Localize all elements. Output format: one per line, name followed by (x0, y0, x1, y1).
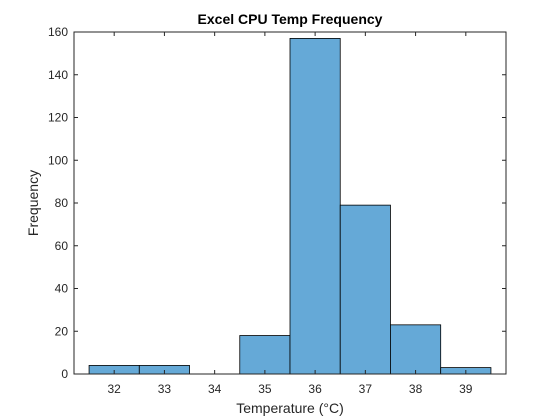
x-tick-label-3: 35 (258, 382, 272, 396)
y-tick-label-4: 80 (55, 196, 69, 210)
x-tick-label-2: 34 (208, 382, 222, 396)
histogram-bar-5 (339, 204, 391, 375)
y-tick-label-1: 20 (55, 324, 69, 338)
x-tick-label-4: 36 (308, 382, 322, 396)
chart-title: Excel CPU Temp Frequency (198, 11, 383, 27)
y-tick-label-7: 140 (48, 68, 68, 82)
y-tick-label-5: 100 (48, 153, 68, 167)
x-tick-label-5: 37 (359, 382, 373, 396)
histogram-bar-4 (289, 38, 341, 375)
y-tick-label-3: 60 (55, 239, 69, 253)
x-axis-ticks: 32 33 34 35 36 37 38 39 (108, 32, 473, 396)
x-tick-label-0: 32 (108, 382, 122, 396)
bars-group (88, 38, 492, 375)
y-axis-ticks: 0 20 40 60 80 100 120 140 160 (48, 25, 506, 381)
histogram-bar-6 (390, 324, 442, 375)
y-tick-label-6: 120 (48, 111, 68, 125)
y-axis-label: Frequency (25, 170, 41, 236)
y-tick-label-8: 160 (48, 25, 68, 39)
histogram-bar-3 (239, 335, 291, 375)
y-tick-label-2: 40 (55, 282, 69, 296)
y-tick-label-0: 0 (61, 367, 68, 381)
x-tick-label-7: 39 (459, 382, 473, 396)
x-axis-label: Temperature (°C) (236, 400, 344, 416)
x-tick-label-6: 38 (409, 382, 423, 396)
x-tick-label-1: 33 (158, 382, 172, 396)
